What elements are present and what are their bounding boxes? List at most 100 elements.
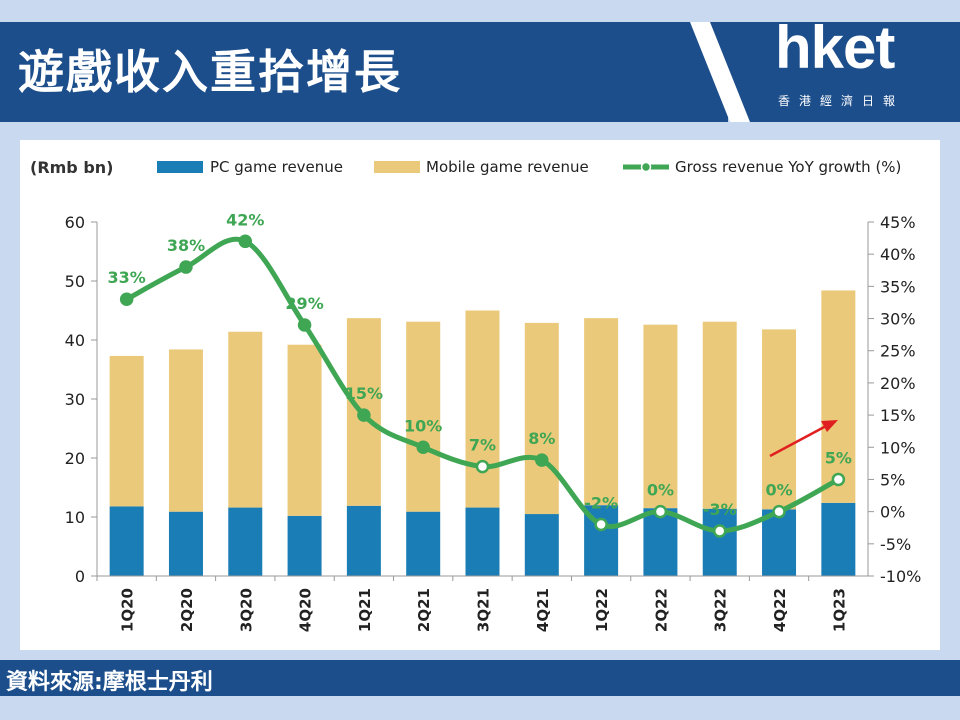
bar-pc-2Q22 — [643, 508, 678, 576]
growth-label-2Q22: 0% — [647, 481, 674, 500]
y-right-tick-label: 10% — [880, 438, 916, 457]
bar-pc-4Q22 — [762, 509, 797, 576]
growth-point-2Q22 — [653, 504, 668, 519]
y-left-tick-label: 10 — [65, 508, 85, 527]
y-right-tick-label: 35% — [880, 277, 916, 296]
x-tick-label: 1Q21 — [356, 588, 374, 632]
growth-label-3Q20: 42% — [226, 210, 264, 229]
growth-label-1Q20: 33% — [108, 268, 146, 287]
growth-label-1Q22: -2% — [584, 494, 618, 513]
bar-mobile-2Q20 — [168, 349, 203, 512]
y-left-tick-label: 0 — [75, 567, 85, 586]
y-right-tick-label: 30% — [880, 310, 916, 329]
y-right-tick-label: 15% — [880, 406, 916, 425]
bar-mobile-2Q21 — [406, 321, 441, 512]
x-tick-label: 3Q20 — [237, 588, 255, 632]
y-left-tick-label: 30 — [65, 390, 85, 409]
y-right-tick-label: 20% — [880, 374, 916, 393]
growth-point-4Q20 — [297, 318, 312, 332]
y-left-tick-label: 60 — [65, 213, 85, 232]
bar-mobile-3Q20 — [228, 331, 263, 508]
x-tick-label: 3Q22 — [712, 588, 730, 632]
x-tick-label: 2Q22 — [652, 588, 670, 632]
bar-pc-1Q20 — [109, 506, 144, 576]
growth-point-1Q21 — [357, 408, 371, 422]
growth-label-3Q22: -3% — [703, 500, 737, 519]
growth-label-2Q21: 10% — [404, 416, 442, 435]
x-tick-label: 1Q22 — [593, 588, 611, 632]
x-tick-label: 4Q20 — [297, 588, 315, 632]
bar-pc-4Q21 — [524, 514, 559, 576]
growth-point-2Q20 — [179, 260, 193, 274]
legend-label-mobile: Mobile game revenue — [426, 158, 589, 176]
x-tick-label: 3Q21 — [475, 588, 493, 632]
bar-mobile-4Q20 — [287, 344, 322, 516]
footer: 資料來源:摩根士丹利 — [0, 660, 960, 696]
bar-mobile-1Q23 — [821, 290, 856, 503]
y-right-tick-label: 40% — [880, 245, 916, 264]
y-left-tick-label: 20 — [65, 449, 85, 468]
growth-point-1Q22 — [594, 517, 608, 532]
growth-label-2Q20: 38% — [167, 236, 205, 255]
bar-pc-1Q23 — [821, 502, 856, 576]
logo-background — [690, 22, 960, 122]
growth-point-3Q20 — [238, 234, 253, 249]
bar-mobile-4Q21 — [524, 322, 559, 515]
bar-mobile-2Q22 — [643, 324, 678, 509]
y-right-tick-label: 5% — [880, 470, 905, 489]
y-left-tick-label: 40 — [65, 331, 85, 350]
annotation-arrow-shaft — [769, 423, 829, 458]
y-left-tick-label: 50 — [65, 272, 85, 291]
legend-swatch-mobile — [374, 161, 420, 173]
y-right-tick-label: -5% — [880, 535, 911, 554]
source-note: 資料來源:摩根士丹利 — [6, 670, 213, 695]
unit-label: (Rmb bn) — [30, 158, 113, 177]
bar-pc-3Q20 — [228, 507, 263, 576]
bar-pc-3Q22 — [702, 508, 737, 576]
logo: hket — [775, 14, 895, 81]
bar-mobile-1Q22 — [584, 318, 619, 506]
chart-panel: 33% 38% 42% 29% 15% 10% 7% 8% -2% 0% -3% 0% 5% 0 10 20… — [20, 140, 940, 650]
growth-point-4Q21 — [535, 453, 549, 467]
bar-mobile-3Q21 — [465, 310, 500, 508]
page-title: 遊戲收入重拾增長 — [18, 45, 402, 99]
logo-subtitle: 香港經濟日報 — [778, 94, 905, 108]
x-tick-label: 4Q21 — [534, 588, 552, 632]
growth-point-4Q22 — [772, 504, 786, 519]
bar-pc-3Q21 — [465, 507, 500, 576]
bar-mobile-4Q22 — [762, 329, 797, 510]
growth-point-2Q21 — [416, 440, 430, 455]
growth-point-3Q21 — [475, 459, 490, 474]
growth-label-1Q21: 15% — [345, 384, 383, 403]
bar-mobile-3Q22 — [702, 321, 737, 509]
bar-pc-2Q21 — [406, 511, 441, 576]
y-right-tick-label: 45% — [880, 213, 916, 232]
y-right-tick-label: 0% — [880, 503, 905, 522]
bar-pc-2Q20 — [168, 511, 203, 576]
growth-label-4Q20: 29% — [285, 294, 323, 313]
bar-pc-1Q21 — [346, 505, 381, 576]
y-right-tick-label: 25% — [880, 342, 916, 361]
growth-point-1Q23 — [831, 472, 846, 487]
growth-label-4Q22: 0% — [765, 481, 792, 500]
bar-pc-4Q20 — [287, 515, 322, 576]
bar-mobile-1Q20 — [109, 355, 144, 507]
growth-point-1Q20 — [119, 292, 134, 306]
x-tick-label: 4Q22 — [771, 588, 789, 632]
legend-swatch-pc — [157, 161, 203, 173]
chart: 33% 38% 42% 29% 15% 10% 7% 8% -2% 0% -3% 0% 5% 0 10 20… — [30, 158, 921, 632]
x-tick-label: 1Q20 — [119, 588, 137, 632]
header-bar — [0, 22, 728, 122]
legend-label-growth: Gross revenue YoY growth (%) — [675, 158, 901, 176]
x-tick-label: 2Q20 — [178, 588, 196, 632]
growth-label-4Q21: 8% — [528, 429, 555, 448]
growth-label-3Q21: 7% — [469, 436, 496, 455]
annotation-arrow-head — [821, 420, 838, 432]
growth-label-1Q23: 5% — [825, 448, 852, 467]
header: 遊戲收入重拾增長 — [0, 22, 960, 122]
x-tick-label: 2Q21 — [415, 588, 433, 632]
legend-marker-growth — [640, 161, 652, 173]
legend-label-pc: PC game revenue — [210, 158, 343, 176]
y-right-tick-label: -10% — [880, 567, 921, 586]
x-tick-label: 1Q23 — [830, 588, 848, 632]
